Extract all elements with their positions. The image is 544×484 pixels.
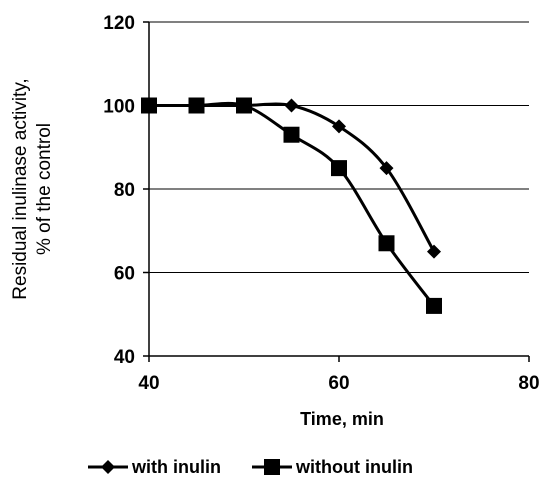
data-point-without-inulin xyxy=(141,97,157,114)
legend-label-with-inulin: with inulin xyxy=(131,457,221,477)
data-point-without-inulin xyxy=(236,97,252,114)
y-tick-label: 120 xyxy=(103,13,135,34)
data-point-without-inulin xyxy=(331,160,347,177)
data-point-with-inulin xyxy=(379,161,394,176)
series-line-with-inulin xyxy=(148,102,436,253)
y-tick-label: 60 xyxy=(114,264,135,285)
data-point-without-inulin xyxy=(188,97,205,114)
x-axis-title: Time, min xyxy=(300,409,384,429)
legend-label-without-inulin: without inulin xyxy=(295,457,413,477)
data-point-without-inulin xyxy=(426,297,442,314)
x-tick-label: 80 xyxy=(518,373,539,394)
legend-marker-with-inulin xyxy=(101,460,115,474)
y-tick-label: 40 xyxy=(114,347,135,368)
x-tick-label: 40 xyxy=(138,373,159,394)
data-point-without-inulin xyxy=(283,126,300,143)
data-point-with-inulin xyxy=(284,98,299,113)
y-axis-title-line: % of the control xyxy=(34,123,55,255)
data-point-with-inulin xyxy=(427,244,441,259)
x-tick-label: 60 xyxy=(328,373,349,394)
data-point-without-inulin xyxy=(378,235,395,252)
y-axis-title-line: Residual inulinase activity, xyxy=(10,78,31,299)
y-tick-label: 80 xyxy=(114,180,135,201)
legend-marker-without-inulin xyxy=(264,459,280,475)
y-tick-label: 100 xyxy=(103,97,135,118)
data-point-with-inulin xyxy=(332,119,346,134)
